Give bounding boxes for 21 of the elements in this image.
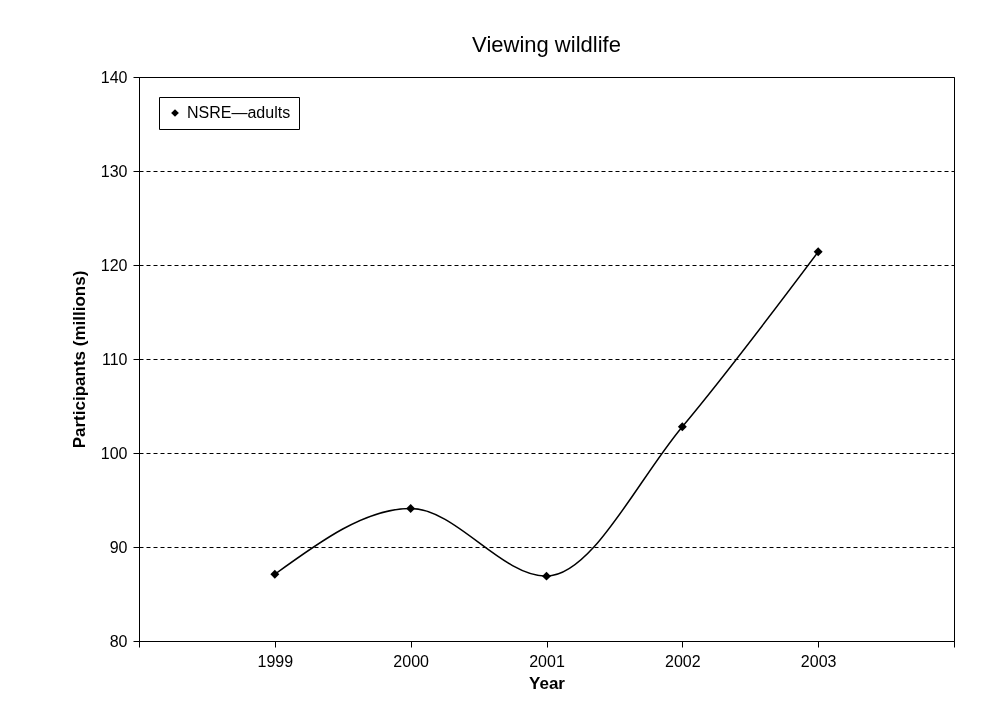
y-tick-label: 140 (100, 68, 128, 86)
point (677, 422, 687, 432)
x-tick-label: 2002 (665, 652, 701, 670)
point (542, 571, 551, 581)
x-tick-label: 2001 (529, 652, 565, 670)
y-tick-label: 90 (109, 538, 128, 556)
x-tick-label: 2003 (800, 652, 837, 670)
y-axis-title: Participants (millions) (69, 270, 89, 449)
y-tick-label: 110 (101, 350, 128, 368)
x-tick-label: 1999 (257, 652, 294, 670)
point (406, 503, 416, 513)
point (270, 569, 280, 579)
y-tick-label: 100 (100, 444, 128, 462)
y-tick-label: 80 (109, 632, 128, 650)
x-axis-title: Year (529, 673, 566, 693)
x-tick-label: 2000 (393, 652, 430, 670)
point (813, 247, 823, 257)
y-tick-label: 120 (100, 256, 128, 274)
legend-label: NSRE—adults (187, 104, 291, 121)
chart-title: Viewing wildlife (472, 32, 621, 57)
y-tick-label: 130 (100, 162, 128, 180)
